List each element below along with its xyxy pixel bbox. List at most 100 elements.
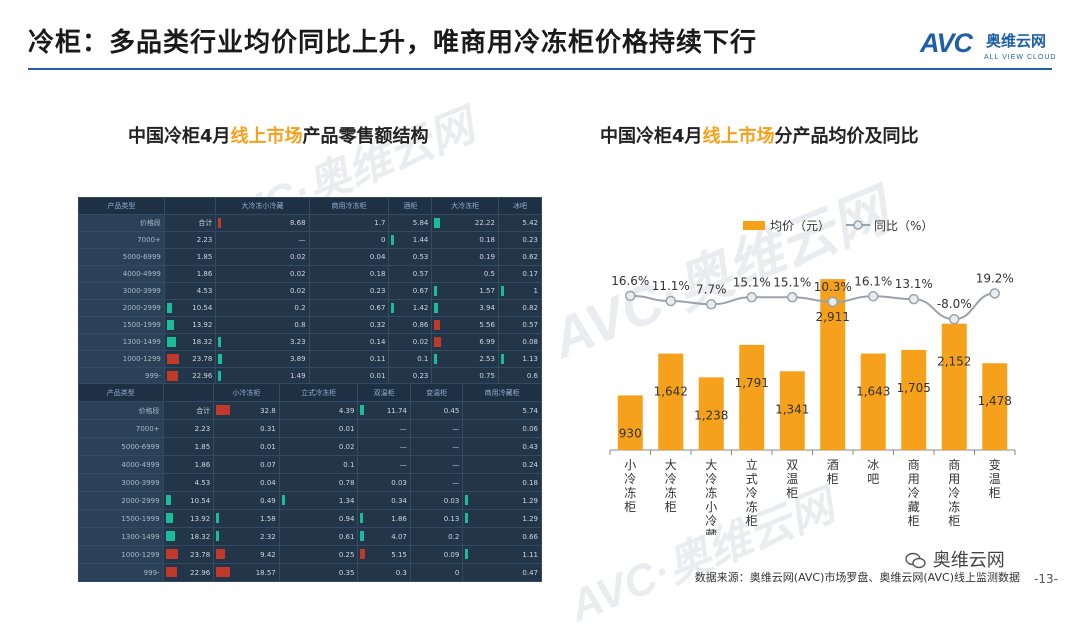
x-tick-label: 冻 [624, 485, 636, 500]
table-cell: 0.35 [278, 563, 359, 582]
x-tick-label: 柜 [989, 486, 1001, 500]
table-cell: — [409, 437, 464, 456]
table-row: 1300-1499 18.32 2.32 0.61 4.07 0.2 0.66 [78, 527, 542, 546]
table-cell: 1.86 [163, 265, 217, 283]
table-cell: 22.22 [431, 214, 499, 232]
table-cell: 0.34 [357, 491, 411, 510]
table-cell: 1.85 [163, 248, 217, 266]
table-cell: 5.56 [431, 316, 499, 334]
table-cell: 0.82 [497, 299, 543, 317]
table-cell: 0.66 [462, 527, 542, 546]
x-tick-label: 大 [665, 458, 677, 472]
cell-bar [165, 549, 178, 559]
table-cell: 5.84 [388, 214, 433, 232]
bar-value-label: 1,478 [978, 394, 1012, 408]
table-cell: 合计 [162, 401, 215, 420]
table-cell: 0.17 [497, 265, 543, 283]
retail-structure-table-1: 产品类型 大冷冻小冷藏 商用冷冻柜 酒柜 大冷冻柜 冰吧 价格段 合计 8.68 1.7 5.84 2… [78, 197, 543, 385]
table-cell: 9.42 [213, 545, 280, 564]
yoy-marker [949, 313, 960, 325]
table-cell: 1.11 [462, 545, 542, 564]
yoy-marker [746, 292, 757, 303]
wechat-badge: 奥维云网 [905, 546, 1005, 572]
cell-bar [434, 218, 441, 228]
cell-bar [360, 549, 366, 559]
table-row: 5000-6999 1.85 0.01 0.02— —0.43 [78, 437, 542, 456]
table-cell: 0.02 [215, 248, 310, 266]
header-divider [28, 68, 1052, 70]
table-cell: 0.01 [278, 419, 359, 438]
table-cell: 23.78 [163, 350, 217, 368]
table-header-cell: 小冷冻柜 [213, 383, 280, 402]
retail-structure-table-2: 产品类型 小冷冻柜 立式冷冻柜 双温柜 变温柜 商用冷藏柜 价格段 合计 32.8 4.39 11.… [78, 383, 542, 582]
cell-bar [166, 354, 179, 364]
table-row: 2000-2999 10.54 0.2 0.67 1.42 3.94 0.82 [78, 299, 543, 317]
table-cell: — [409, 419, 464, 438]
table-cell: 22.96 [163, 367, 217, 385]
table-cell: 0.1 [278, 455, 359, 474]
table-cell: 0.04 [308, 248, 390, 266]
yoy-marker [787, 292, 798, 303]
table-cell: 13.92 [162, 509, 215, 528]
table-header-cell: 产品类型 [78, 383, 164, 402]
table-cell: 0.86 [388, 316, 433, 334]
x-tick-label: 双 [786, 458, 798, 472]
x-tick-label: 柜 [786, 486, 798, 500]
data-source: 数据来源：奥维云网(AVC)市场罗盘、奥维云网(AVC)线上监测数据 [694, 571, 1020, 584]
cell-bar [391, 235, 395, 245]
table-cell: 0.47 [462, 563, 542, 582]
table-cell: — [409, 473, 464, 492]
table-header-cell [162, 383, 215, 402]
x-tick-label: 用 [948, 472, 960, 486]
table-row-label: 5000-6999 [78, 437, 164, 456]
right-subtitle: 中国冷柜4月线上市场分产品均价及同比 [600, 126, 919, 147]
x-tick-label: 吧 [867, 472, 879, 486]
table-row: 3000-3999 4.53 0.04 0.78 0.03—0.18 [78, 473, 542, 492]
yoy-value-label: 13.1% [895, 277, 933, 291]
table-cell: 0.78 [278, 473, 359, 492]
table-row-label: 2000-2999 [78, 491, 164, 510]
bar-value-label: 1,341 [775, 402, 809, 416]
yoy-value-label: 11.1% [652, 279, 690, 293]
table-cell: — [357, 419, 411, 438]
table-row: 5000-6999 1.85 0.02 0.04 0.53 0.19 0.62 [78, 248, 543, 266]
table-cell: 0.62 [497, 248, 543, 266]
cell-bar [165, 531, 175, 541]
table-cell: 1 [497, 282, 543, 300]
yoy-marker [868, 291, 879, 302]
x-tick-label: 式 [746, 472, 758, 486]
table-cell: 0.49 [213, 491, 280, 510]
bar [820, 279, 846, 450]
table-cell: 0.2 [215, 299, 310, 317]
table-header-cell: 冰吧 [497, 197, 543, 215]
x-tick-label: 变 [989, 457, 1001, 472]
x-tick-label: 酒 [827, 458, 839, 472]
bar [617, 395, 643, 450]
cell-bar [218, 371, 222, 381]
yoy-value-label: 19.2% [976, 271, 1014, 285]
logo-cn-text: 奥维云网 [986, 32, 1047, 50]
table-row: 999- 22.96 1.49 0.01 0.23 0.75 0.6 [78, 367, 543, 385]
table-row-label: 7000+ [78, 231, 165, 249]
table-cell: 0.06 [462, 419, 542, 438]
x-tick-label: 冷 [746, 486, 758, 500]
table-cell: 0.24 [462, 455, 542, 474]
table-header-cell: 酒柜 [388, 197, 433, 215]
price-yoy-chart: 均价（元） 同比（%） 930 小冷冻柜 1,642 大冷冻柜 1,238 大冷冻小冷藏 1,7… [560, 195, 1030, 542]
table-cell: 0.13 [409, 509, 464, 528]
logo-en-text: ALL VIEW CLOUD [984, 54, 1057, 61]
table-cell: 1.58 [213, 509, 280, 528]
cell-bar [434, 286, 438, 296]
table-cell: 4.53 [162, 473, 215, 492]
table-cell: 0.19 [431, 248, 499, 266]
table-cell: 0.07 [213, 455, 280, 474]
table-row-label: 7000+ [78, 419, 164, 438]
x-tick-label: 立 [746, 457, 758, 472]
bar-value-label: 930 [619, 426, 642, 440]
table-header-cell: 立式冷冻柜 [278, 383, 359, 402]
table-header-cell [163, 197, 217, 215]
bar [779, 371, 805, 450]
x-tick-label: 用 [908, 472, 920, 486]
table-cell: 4.07 [357, 527, 411, 546]
cell-bar [465, 495, 469, 505]
